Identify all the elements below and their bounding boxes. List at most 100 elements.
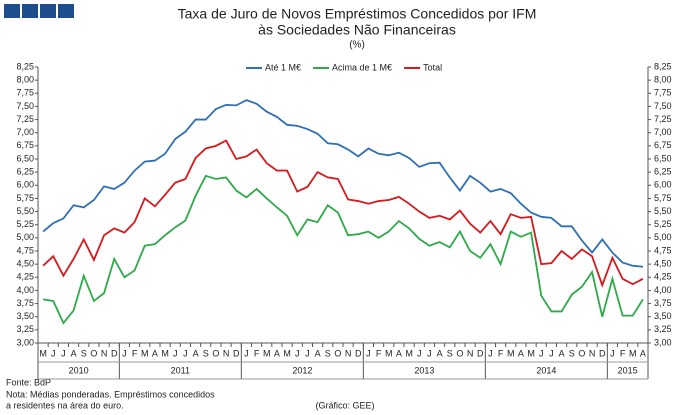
y2-tick-label: 5,25: [654, 219, 672, 229]
y2-tick-label: 7,00: [654, 127, 672, 137]
y-tick-label: 6,50: [16, 153, 34, 163]
x-tick-label: J: [61, 348, 66, 358]
x-tick-label: J: [549, 348, 554, 358]
x-tick-label: M: [507, 348, 515, 358]
y-tick-label: 7,75: [16, 88, 34, 98]
x-tick-label: F: [132, 348, 138, 358]
y-tick-label: 6,00: [16, 180, 34, 190]
x-tick-label: F: [498, 348, 504, 358]
y2-tick-label: 6,00: [654, 180, 672, 190]
x-tick-label: M: [629, 348, 637, 358]
x-tick-label: O: [578, 348, 585, 358]
x-tick-label: M: [161, 348, 169, 358]
x-tick-label: A: [437, 348, 443, 358]
y2-tick-label: 6,75: [654, 140, 672, 150]
x-tick-label: A: [152, 348, 158, 358]
x-tick-label: J: [295, 348, 300, 358]
x-tick-label: D: [599, 348, 606, 358]
x-tick-label: A: [315, 348, 321, 358]
legend-label: Acima de 1 M€: [332, 62, 392, 72]
y-tick-label: 4,25: [16, 272, 34, 282]
x-tick-label: M: [263, 348, 271, 358]
x-tick-label: M: [141, 348, 149, 358]
x-tick-label: M: [405, 348, 413, 358]
y2-tick-label: 4,75: [654, 245, 672, 255]
y2-tick-label: 5,50: [654, 206, 672, 216]
x-tick-label: A: [274, 348, 280, 358]
note: Nota: Médias ponderadas. Empréstimos con…: [6, 389, 215, 399]
y2-tick-label: 5,00: [654, 232, 672, 242]
x-tick-label: J: [122, 348, 127, 358]
y2-tick-label: 6,50: [654, 153, 672, 163]
y2-tick-label: 7,75: [654, 88, 672, 98]
y2-tick-label: 3,50: [654, 311, 672, 321]
x-tick-label: O: [334, 348, 341, 358]
y-tick-label: 7,25: [16, 114, 34, 124]
x-tick-label: O: [212, 348, 219, 358]
y-tick-label: 4,75: [16, 245, 34, 255]
x-tick-label: A: [396, 348, 402, 358]
y2-tick-label: 7,50: [654, 101, 672, 111]
y-tick-label: 6,75: [16, 140, 34, 150]
year-label: 2011: [171, 365, 190, 375]
y2-tick-label: 4,50: [654, 259, 672, 269]
y2-tick-label: 3,25: [654, 324, 672, 334]
x-tick-label: S: [325, 348, 331, 358]
x-tick-label: D: [355, 348, 362, 358]
y2-tick-label: 4,25: [654, 272, 672, 282]
x-tick-label: D: [233, 348, 240, 358]
series-line: [42, 99, 644, 268]
x-tick-label: F: [620, 348, 626, 358]
x-tick-label: F: [376, 348, 382, 358]
chart-title: às Sociedades Não Financeiras: [258, 22, 456, 38]
y-tick-label: 4,00: [16, 285, 34, 295]
logo-block: [58, 4, 74, 18]
y2-tick-label: 7,25: [654, 114, 672, 124]
series-line: [42, 174, 644, 325]
x-tick-label: A: [193, 348, 199, 358]
y2-tick-label: 8,00: [654, 75, 672, 85]
y-tick-label: 8,00: [16, 75, 34, 85]
x-tick-label: N: [345, 348, 352, 358]
y2-tick-label: 3,75: [654, 298, 672, 308]
y-tick-label: 5,00: [16, 232, 34, 242]
x-tick-label: F: [254, 348, 260, 358]
logo-block: [4, 4, 20, 18]
x-tick-label: S: [81, 348, 87, 358]
x-tick-label: N: [223, 348, 230, 358]
source: Fonte: BdP: [6, 377, 51, 387]
x-tick-label: S: [447, 348, 453, 358]
y-tick-label: 3,50: [16, 311, 34, 321]
x-tick-label: M: [39, 348, 47, 358]
chart-title: Taxa de Juro de Novos Empréstimos Conced…: [178, 6, 537, 22]
y2-tick-label: 4,00: [654, 285, 672, 295]
x-tick-label: J: [417, 348, 422, 358]
x-tick-label: J: [488, 348, 493, 358]
legend-label: Total: [423, 62, 442, 72]
x-tick-label: J: [244, 348, 249, 358]
y2-tick-label: 5,75: [654, 193, 672, 203]
x-tick-label: S: [203, 348, 209, 358]
x-tick-label: A: [640, 348, 646, 358]
x-tick-label: O: [90, 348, 97, 358]
chart-subtitle: (%): [349, 40, 365, 51]
y2-tick-label: 3,00: [654, 337, 672, 347]
x-tick-label: N: [101, 348, 108, 358]
x-tick-label: N: [467, 348, 474, 358]
year-label: 2014: [536, 365, 556, 375]
legend-label: Até 1 M€: [265, 62, 301, 72]
x-tick-label: J: [610, 348, 615, 358]
y-tick-label: 6,25: [16, 167, 34, 177]
x-tick-label: J: [366, 348, 371, 358]
y-tick-label: 5,50: [16, 206, 34, 216]
series-line: [42, 139, 644, 288]
x-tick-label: J: [305, 348, 310, 358]
y-tick-label: 7,50: [16, 101, 34, 111]
year-label: 2013: [414, 365, 434, 375]
y-tick-label: 7,00: [16, 127, 34, 137]
x-tick-label: A: [71, 348, 77, 358]
y-tick-label: 3,75: [16, 298, 34, 308]
x-tick-label: A: [559, 348, 565, 358]
x-tick-label: J: [183, 348, 188, 358]
